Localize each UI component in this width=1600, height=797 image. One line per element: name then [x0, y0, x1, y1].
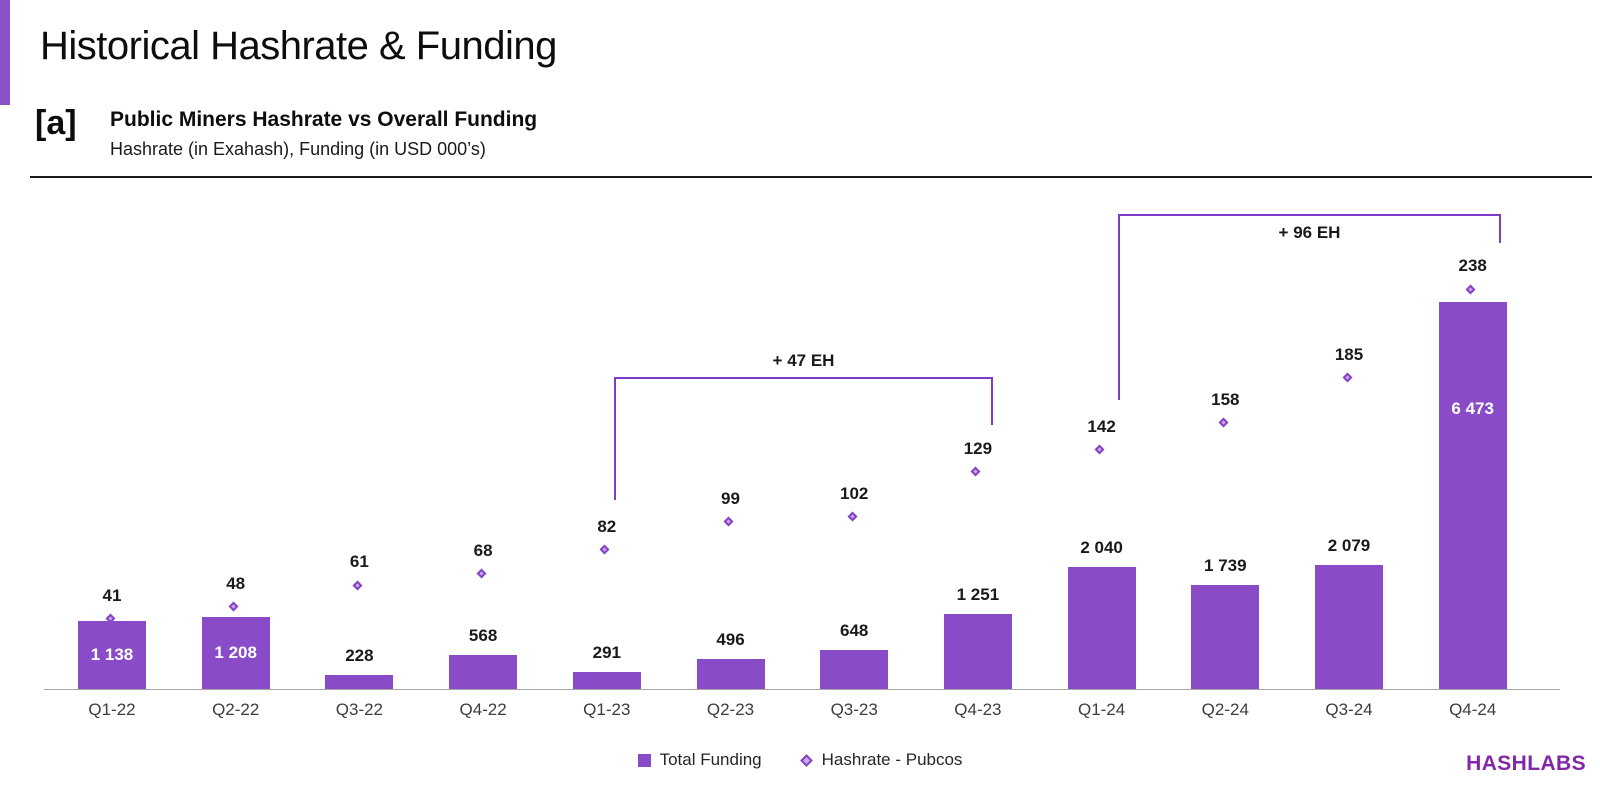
hashrate-marker-q2-23: [723, 516, 734, 527]
funding-label-q2-23: 496: [716, 630, 745, 650]
bar-q2-22: [201, 616, 270, 689]
hashrate-marker-q3-22: [352, 580, 363, 590]
chart-legend: Total Funding Hashrate - Pubcos: [0, 750, 1600, 770]
hashlabs-logo: HASHLABS: [1466, 752, 1586, 775]
bar-q4-23: [943, 614, 1012, 689]
x-label-q3-24: Q3-24: [1325, 700, 1373, 719]
hashrate-marker-q3-23: [847, 511, 858, 522]
funding-label-q3-22: 228: [345, 646, 374, 666]
annotation-line-96-eh: [1118, 214, 1501, 216]
x-label-q2-23: Q2-23: [706, 700, 755, 719]
funding-label-q1-24: 2 040: [1080, 538, 1123, 558]
bar-q4-22: [449, 655, 518, 689]
annotation-left-drop-47-eh: [614, 377, 616, 500]
figure-title: Public Miners Hashrate vs Overall Fundin…: [110, 108, 538, 131]
legend-item-total-funding: Total Funding: [637, 750, 762, 770]
x-axis-line: [44, 689, 1560, 690]
figure-subtitle: Hashrate (in Exahash), Funding (in USD 0…: [110, 139, 486, 159]
x-label-q3-22: Q3-22: [335, 700, 384, 719]
hashrate-marker-q3-24: [1342, 372, 1352, 383]
x-label-q4-22: Q4-22: [459, 700, 507, 719]
bar-q1-24: [1067, 567, 1136, 689]
hashrate-label-q1-24: 142: [1087, 416, 1116, 436]
annotation-right-drop-47-eh: [991, 377, 993, 426]
hashrate-marker-q1-24: [1094, 444, 1105, 455]
annotation-label-96-eh: + 96 EH: [1278, 223, 1341, 242]
hashrate-marker-q1-23: [599, 544, 610, 555]
x-label-q4-23: Q4-23: [954, 700, 1002, 719]
legend-square-icon: [637, 753, 651, 767]
hashrate-marker-q2-22: [228, 601, 239, 612]
annotation-left-drop-96-eh: [1118, 214, 1120, 400]
hashrate-label-q3-22: 61: [349, 552, 369, 572]
hashrate-marker-q4-22: [476, 568, 487, 579]
annotation-right-drop-96-eh: [1499, 214, 1501, 244]
funding-label-q1-22: 1 138: [90, 644, 134, 664]
funding-label-q2-24: 1 739: [1204, 556, 1247, 576]
hashrate-label-q4-23: 129: [963, 438, 993, 458]
hashrate-label-q3-23: 102: [840, 483, 869, 503]
hashrate-marker-q2-24: [1218, 417, 1229, 428]
bar-q1-23: [572, 671, 641, 689]
accent-bar: [0, 0, 10, 105]
bar-q3-22: [325, 675, 394, 689]
x-label-q1-23: Q1-23: [583, 700, 631, 719]
hashrate-marker-q4-23: [970, 466, 981, 477]
funding-label-q3-24: 2 079: [1327, 535, 1371, 555]
funding-label-q4-23: 1 251: [956, 585, 1000, 605]
legend-label: Total Funding: [659, 750, 762, 769]
annotation-label-47-eh: + 47 EH: [772, 351, 835, 370]
x-label-q4-24: Q4-24: [1449, 700, 1497, 719]
figure-marker: [a]: [35, 104, 77, 142]
funding-label-q4-24: 6 473: [1451, 399, 1494, 418]
hashrate-label-q1-22: 41: [102, 585, 122, 605]
legend-diamond-icon: [799, 753, 813, 767]
x-label-q1-22: Q1-22: [88, 700, 136, 719]
hashrate-label-q2-23: 99: [721, 488, 740, 508]
bar-q3-23: [820, 650, 889, 689]
hashrate-label-q2-22: 48: [226, 573, 246, 593]
legend-item-hashrate-pubcos: Hashrate - Pubcos: [799, 750, 963, 770]
funding-label-q4-22: 568: [468, 626, 498, 646]
header-divider: [30, 176, 1592, 178]
x-label-q2-24: Q2-24: [1201, 700, 1249, 719]
legend-label: Hashrate - Pubcos: [821, 750, 963, 769]
hashrate-label-q4-22: 68: [473, 540, 493, 560]
hashrate-label-q3-24: 185: [1334, 344, 1364, 364]
bar-q4-24: [1438, 302, 1507, 689]
hashrate-marker-q4-24: [1465, 284, 1476, 295]
annotation-line-47-eh: [614, 377, 993, 379]
hashrate-label-q2-24: 158: [1211, 390, 1240, 410]
bar-q2-24: [1191, 585, 1260, 689]
x-label-q2-22: Q2-22: [212, 700, 260, 719]
x-label-q1-24: Q1-24: [1077, 700, 1126, 719]
hashrate-label-q4-24: 238: [1458, 256, 1487, 276]
bar-q3-24: [1315, 564, 1383, 689]
hashrate-label-q1-23: 82: [597, 517, 617, 537]
funding-label-q1-23: 291: [592, 642, 621, 662]
funding-label-q3-23: 648: [840, 621, 869, 641]
page-title: Historical Hashrate & Funding: [40, 24, 557, 68]
x-label-q3-23: Q3-23: [830, 700, 878, 719]
bar-q1-22: [78, 620, 146, 689]
funding-label-q2-22: 1 208: [214, 642, 257, 662]
bar-q2-23: [696, 659, 765, 689]
